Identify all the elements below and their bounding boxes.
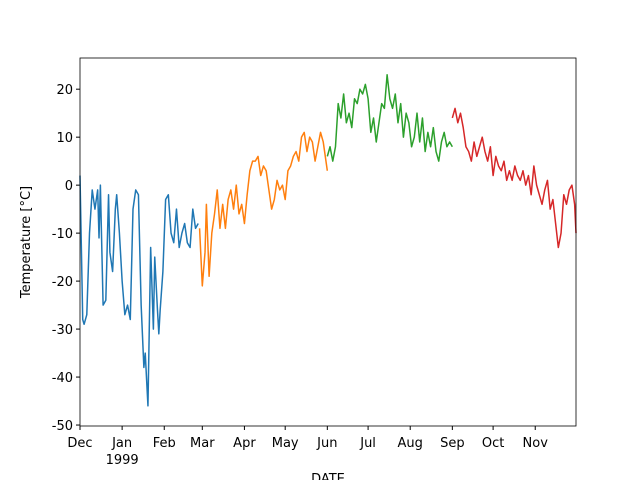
x-tick-label: Dec bbox=[67, 436, 92, 451]
y-tick-label: -10 bbox=[52, 227, 73, 242]
x-tick-label: Jul bbox=[359, 436, 376, 451]
x-tick-label: Oct bbox=[482, 436, 504, 451]
x-year-label: 1999 bbox=[106, 453, 139, 468]
x-tick-label: Mar bbox=[190, 436, 215, 451]
y-tick-label: -40 bbox=[52, 371, 73, 386]
x-tick-label: Aug bbox=[398, 436, 423, 451]
y-axis-label: Temperature [°C] bbox=[19, 186, 34, 299]
x-tick-label: Nov bbox=[523, 436, 549, 451]
y-tick-label: -20 bbox=[52, 275, 73, 290]
y-tick-label: -30 bbox=[52, 323, 73, 338]
plot-frame bbox=[79, 57, 577, 427]
x-tick-label: Feb bbox=[153, 436, 176, 451]
x-tick-label: Sep bbox=[440, 436, 465, 451]
x-axis-label: DATE bbox=[311, 472, 345, 480]
series-line bbox=[79, 175, 199, 407]
y-tick-label: 0 bbox=[65, 179, 73, 194]
x-tick-label: Apr bbox=[233, 436, 256, 451]
y-tick-label: 10 bbox=[56, 131, 73, 146]
x-tick-label: Jan bbox=[111, 436, 132, 451]
x-tick-label: Jun bbox=[316, 436, 337, 451]
y-tick-label: -50 bbox=[52, 419, 73, 434]
series-line bbox=[198, 131, 329, 287]
series-line bbox=[326, 74, 453, 162]
x-tick-label: May bbox=[272, 436, 299, 451]
series-line bbox=[451, 107, 577, 249]
y-tick-label: 20 bbox=[56, 83, 73, 98]
